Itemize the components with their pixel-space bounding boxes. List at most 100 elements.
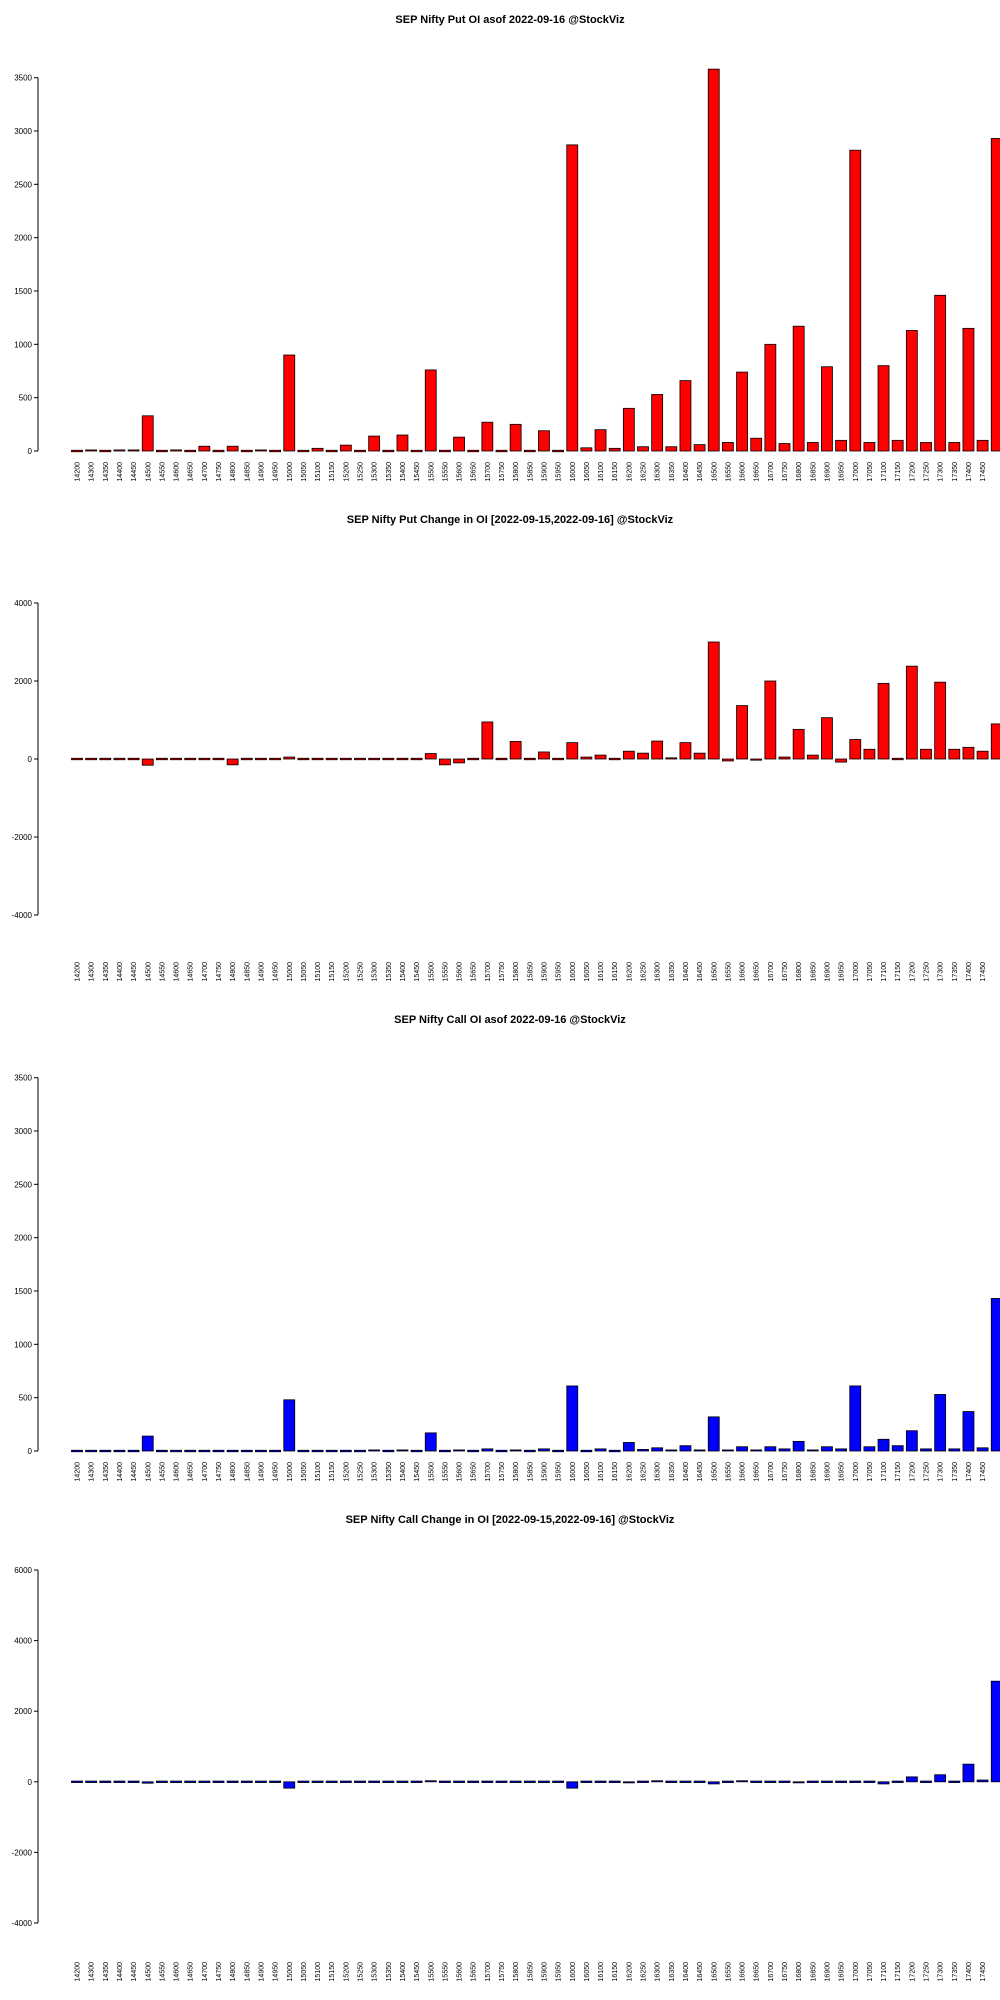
x-tick-label: 16550 bbox=[725, 1462, 732, 1482]
x-tick-label: 16900 bbox=[824, 1462, 831, 1482]
bar bbox=[736, 1446, 748, 1452]
x-tick-label: 17350 bbox=[952, 1962, 959, 1982]
x-tick-label: 14800 bbox=[230, 462, 237, 482]
x-tick-label: 17400 bbox=[966, 462, 973, 482]
x-tick-label: 16450 bbox=[697, 462, 704, 482]
bar bbox=[198, 1449, 211, 1453]
bar bbox=[495, 1449, 508, 1453]
x-tick-label: 15700 bbox=[485, 962, 492, 982]
chart-put-oi-title: SEP Nifty Put OI asof 2022-09-16 @StockV… bbox=[395, 14, 625, 26]
bar bbox=[339, 444, 352, 452]
chart-put-oi: SEP Nifty Put OI asof 2022-09-16 @StockV… bbox=[14, 14, 1000, 481]
bar bbox=[990, 1298, 1000, 1452]
x-tick-label: 17250 bbox=[924, 962, 931, 982]
x-tick-label: 16300 bbox=[655, 1462, 662, 1482]
x-tick-label: 16450 bbox=[697, 1962, 704, 1982]
bar bbox=[948, 442, 961, 452]
bar bbox=[835, 758, 847, 763]
y-tick-label: 1500 bbox=[14, 287, 32, 296]
x-tick-label: 17450 bbox=[980, 1462, 987, 1482]
bar bbox=[226, 445, 239, 452]
bar bbox=[467, 1780, 480, 1783]
bar bbox=[255, 1449, 267, 1453]
x-tick-label: 15200 bbox=[343, 1962, 350, 1982]
bar bbox=[722, 1780, 734, 1783]
bar bbox=[566, 742, 579, 760]
x-tick-label: 15650 bbox=[471, 1962, 478, 1982]
x-tick-label: 14700 bbox=[202, 1462, 209, 1482]
x-tick-label: 14400 bbox=[117, 1462, 124, 1482]
x-tick-label: 15400 bbox=[400, 962, 407, 982]
x-tick-label: 16700 bbox=[768, 1462, 775, 1482]
bar bbox=[71, 1449, 83, 1453]
bar bbox=[538, 430, 550, 452]
x-tick-label: 17100 bbox=[881, 962, 888, 982]
bar bbox=[552, 757, 564, 761]
chart-put-oi-bars bbox=[71, 68, 1000, 453]
bar bbox=[311, 757, 324, 761]
bar bbox=[637, 1780, 649, 1783]
bar bbox=[113, 1449, 126, 1453]
x-tick-label: 15800 bbox=[513, 1962, 520, 1982]
x-tick-label: 16500 bbox=[711, 1962, 718, 1982]
bar bbox=[509, 1780, 522, 1783]
bar bbox=[85, 1449, 98, 1453]
bar bbox=[891, 439, 904, 452]
x-tick-label: 14700 bbox=[202, 962, 209, 982]
x-tick-label: 16200 bbox=[626, 962, 633, 982]
bar bbox=[934, 1394, 947, 1452]
x-tick-label: 15350 bbox=[386, 962, 393, 982]
x-tick-label: 15100 bbox=[315, 462, 322, 482]
y-tick-label: 0 bbox=[28, 1778, 33, 1787]
x-tick-label: 17150 bbox=[895, 462, 902, 482]
x-tick-label: 17350 bbox=[952, 962, 959, 982]
bar bbox=[325, 1449, 338, 1453]
bar bbox=[325, 449, 338, 453]
bar bbox=[665, 757, 678, 760]
y-tick-label: 2000 bbox=[14, 1234, 32, 1243]
x-tick-label: 16000 bbox=[570, 1462, 577, 1482]
bar bbox=[155, 757, 168, 761]
x-tick-label: 15650 bbox=[471, 962, 478, 982]
x-tick-label: 15750 bbox=[499, 1962, 506, 1982]
x-tick-label: 15750 bbox=[499, 462, 506, 482]
x-tick-label: 16700 bbox=[768, 462, 775, 482]
bar bbox=[934, 294, 947, 452]
x-tick-label: 16050 bbox=[584, 462, 591, 482]
bar bbox=[707, 68, 720, 452]
x-tick-label: 16350 bbox=[669, 962, 676, 982]
bar bbox=[792, 325, 805, 452]
x-tick-label: 15600 bbox=[457, 962, 464, 982]
bar bbox=[438, 758, 451, 766]
bar bbox=[835, 1780, 847, 1783]
x-tick-label: 16350 bbox=[669, 462, 676, 482]
x-tick-label: 14850 bbox=[244, 462, 251, 482]
y-tick-label: 4000 bbox=[14, 1637, 32, 1646]
bar bbox=[424, 1780, 437, 1783]
bar bbox=[283, 1399, 296, 1452]
bar bbox=[679, 1445, 692, 1452]
bar bbox=[990, 723, 1000, 760]
bar bbox=[141, 1781, 154, 1784]
bar bbox=[622, 407, 635, 452]
x-tick-label: 16650 bbox=[754, 1962, 761, 1982]
x-tick-label: 14350 bbox=[103, 962, 110, 982]
x-tick-label: 16050 bbox=[584, 1462, 591, 1482]
x-tick-label: 17250 bbox=[924, 462, 931, 482]
chart-put-change-bars bbox=[71, 641, 1000, 766]
bar bbox=[127, 757, 140, 761]
bar bbox=[481, 1780, 494, 1783]
bar bbox=[665, 446, 678, 452]
bar bbox=[198, 445, 211, 452]
x-tick-label: 15550 bbox=[442, 962, 449, 982]
bar bbox=[226, 1449, 239, 1453]
x-tick-label: 15150 bbox=[329, 462, 336, 482]
x-tick-label: 15850 bbox=[527, 1462, 534, 1482]
bar bbox=[495, 449, 508, 453]
bar bbox=[905, 1430, 918, 1452]
y-tick-label: 1500 bbox=[14, 1287, 32, 1296]
x-tick-label: 14950 bbox=[273, 962, 280, 982]
x-tick-label: 14850 bbox=[244, 962, 251, 982]
x-tick-label: 16500 bbox=[711, 1462, 718, 1482]
chart-call-change-x-labels: 14200 14300 14350 14400 14450 14500 14550 14600… bbox=[75, 1962, 988, 1982]
